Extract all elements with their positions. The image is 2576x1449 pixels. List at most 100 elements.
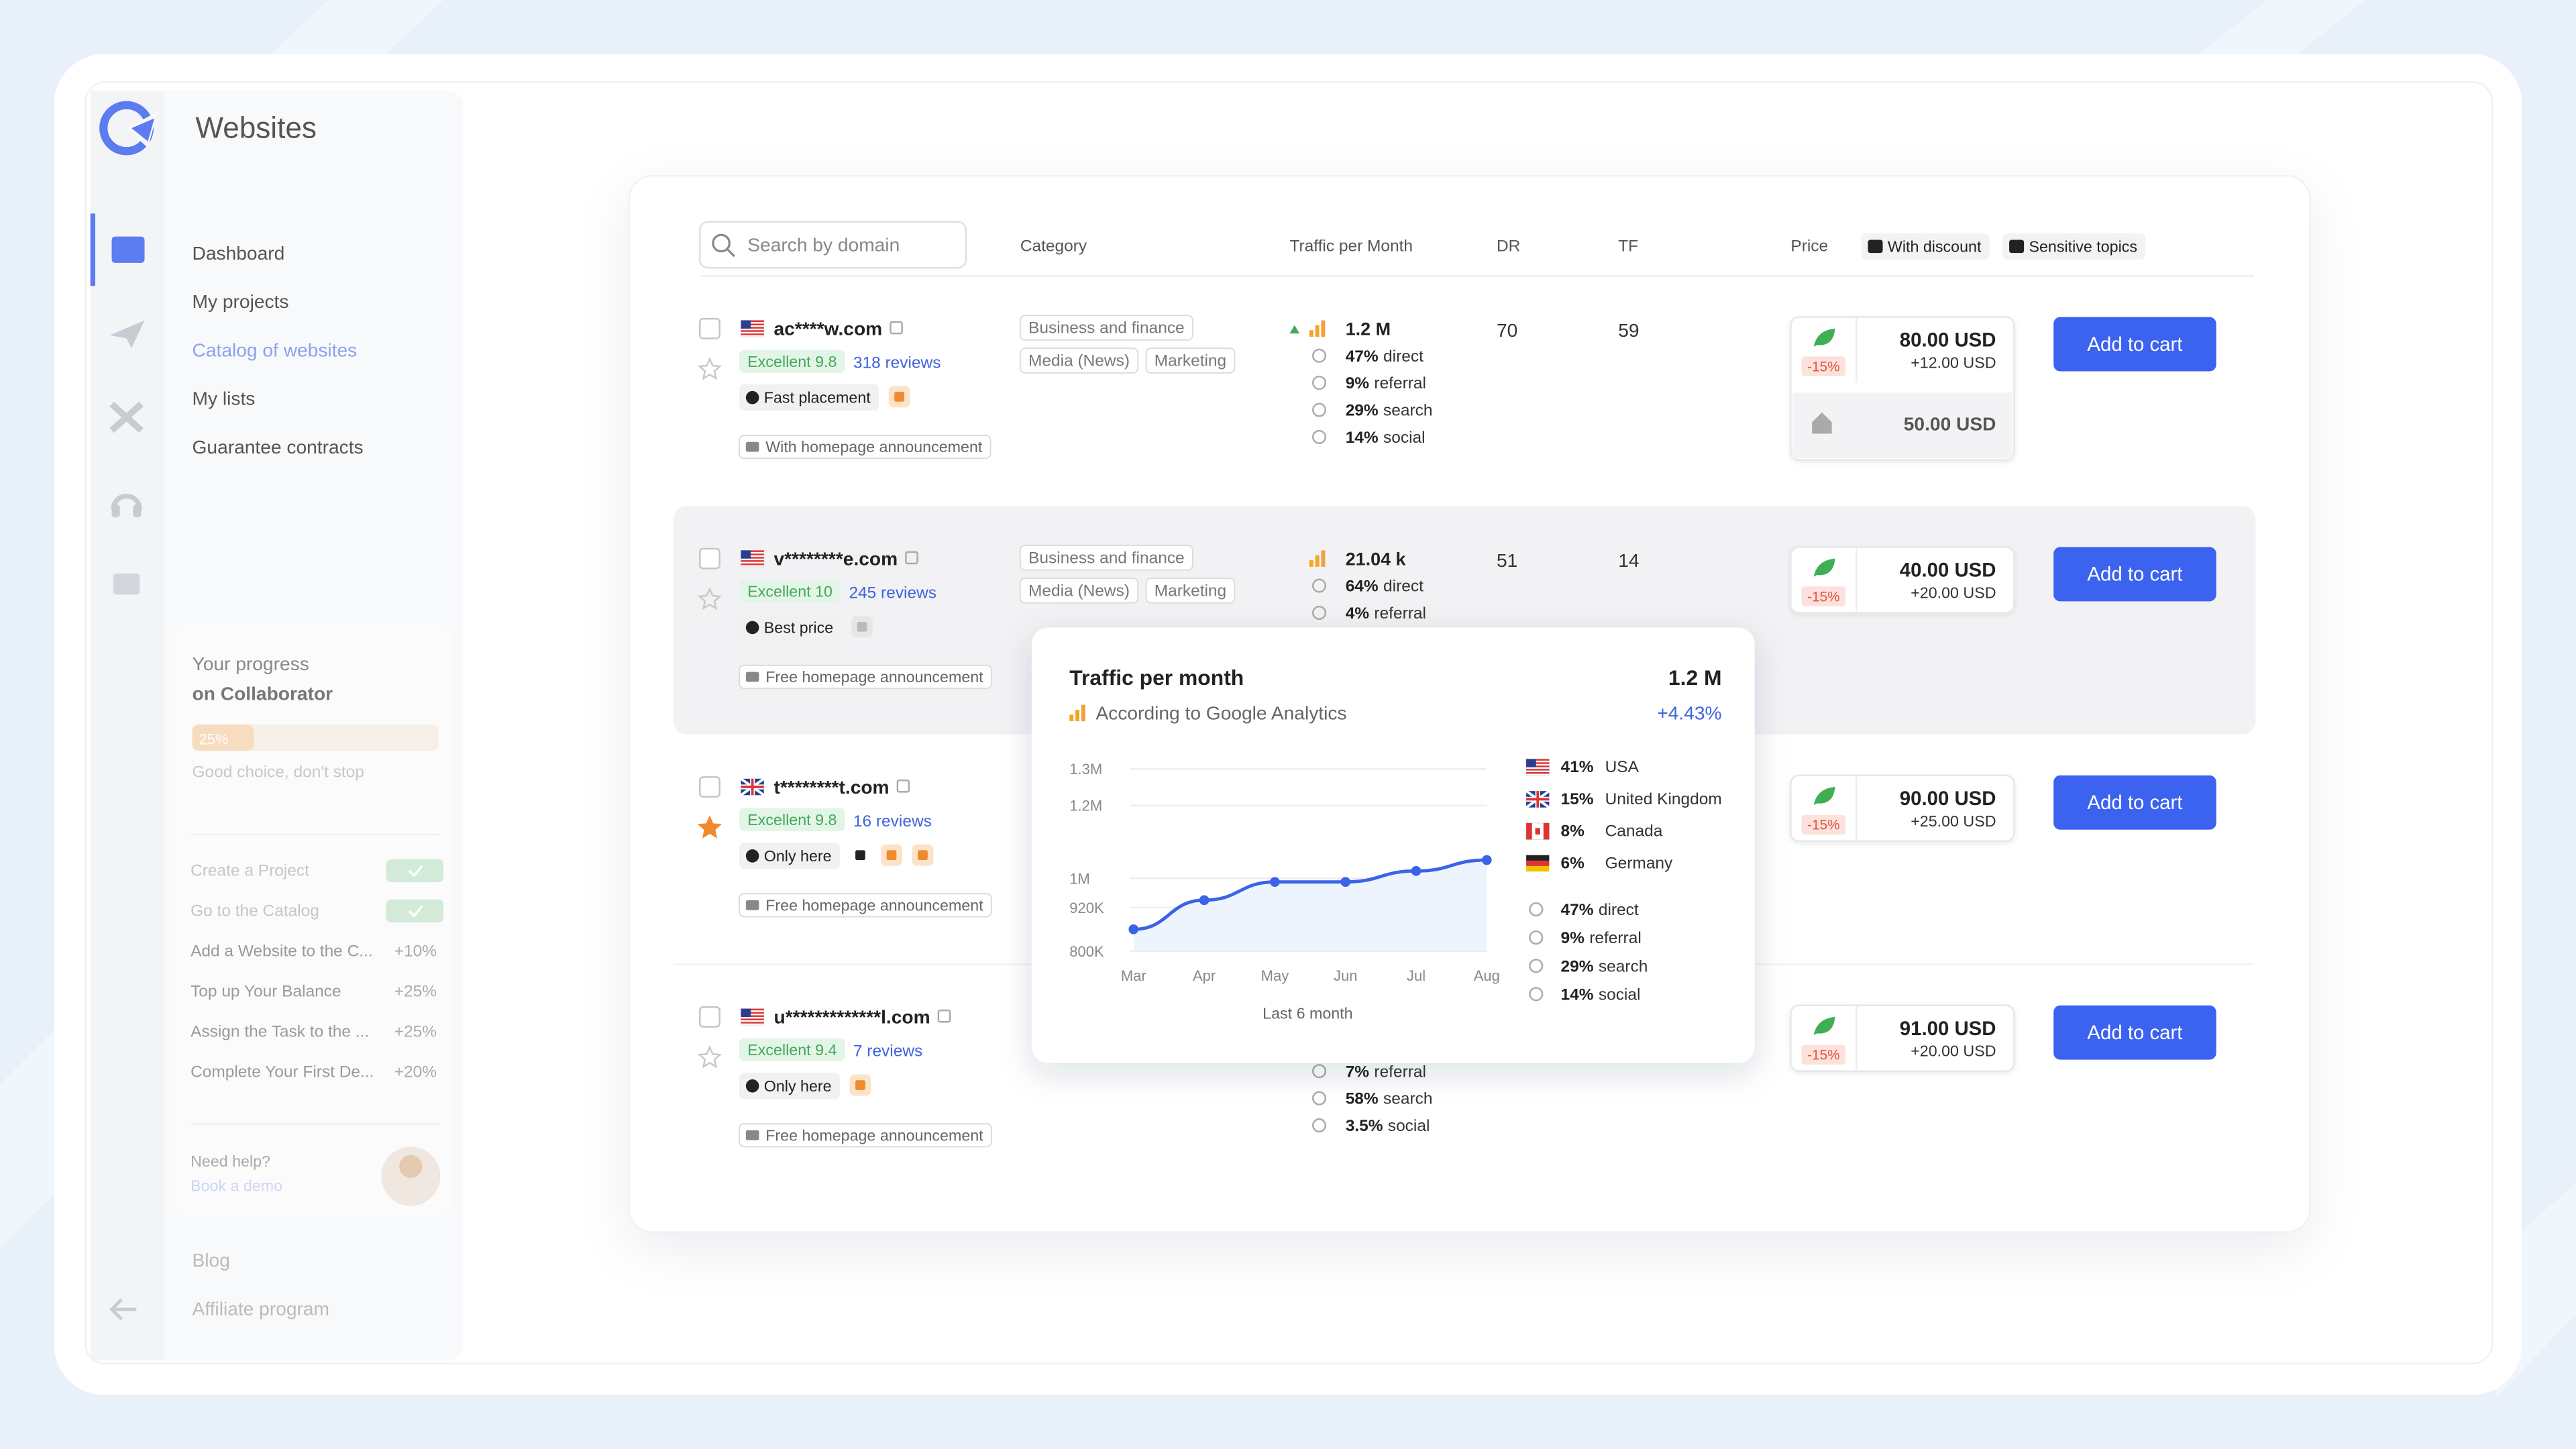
- reviews-link[interactable]: 245 reviews: [849, 584, 936, 602]
- nav-item[interactable]: Catalog of websites: [193, 339, 358, 360]
- task-done: [386, 859, 444, 883]
- add-to-cart-button[interactable]: [2053, 1005, 2216, 1060]
- external-link[interactable]: [937, 1009, 951, 1023]
- nav-item[interactable]: My projects: [193, 291, 289, 312]
- task-label[interactable]: Go to the Catalog: [191, 902, 319, 920]
- domain[interactable]: v********e.com: [773, 548, 898, 569]
- source-share: 64%: [1346, 578, 1379, 596]
- source-name: search: [1383, 402, 1432, 420]
- progress-card: [174, 624, 453, 1216]
- task-label[interactable]: Add a Website to the C...: [191, 942, 373, 960]
- icon-tools[interactable]: [109, 401, 144, 433]
- frame: [85, 81, 2493, 1364]
- favorite-star[interactable]: [697, 815, 722, 839]
- active-indicator: [90, 213, 96, 286]
- add-to-cart-button[interactable]: [2053, 547, 2216, 602]
- external-link[interactable]: [905, 551, 918, 565]
- source-name: referral: [1589, 929, 1642, 947]
- progress-note: Good choice, don't stop: [193, 763, 364, 781]
- discount-chip: [1801, 1044, 1846, 1065]
- discount-icon: [1813, 787, 1835, 805]
- x-axis-label: Last 6 month: [1263, 1004, 1352, 1022]
- tf-value: 14: [1618, 550, 1639, 571]
- traffic-point: [1128, 924, 1139, 934]
- traffic-line: [1133, 858, 1487, 931]
- source-icon: [1312, 429, 1327, 444]
- nav-item[interactable]: Dashboard: [193, 243, 285, 264]
- domain[interactable]: u*************l.com: [773, 1007, 930, 1028]
- source-share: 3.5%: [1346, 1117, 1383, 1135]
- category-tag-chip: [1145, 578, 1236, 604]
- source-name: social: [1388, 1117, 1430, 1135]
- announcement-chip: [739, 893, 992, 918]
- flag: [741, 1015, 764, 1017]
- row-checkbox[interactable]: [699, 547, 720, 570]
- task-label[interactable]: Complete Your First De...: [191, 1063, 374, 1081]
- add-to-cart-button[interactable]: [2053, 775, 2216, 830]
- discount: -15%: [1807, 589, 1840, 604]
- tooltip-title: Traffic per month: [1069, 665, 1244, 690]
- discount-icon: [1813, 328, 1835, 347]
- add-to-cart-label[interactable]: Add to cart: [2087, 564, 2182, 586]
- icon-help[interactable]: [113, 573, 140, 595]
- column-header: Price: [1790, 237, 1828, 256]
- x-tick-label: Apr: [1193, 967, 1216, 984]
- column-header: TF: [1618, 237, 1638, 256]
- external-link[interactable]: [896, 780, 910, 793]
- favorite-star[interactable]: [697, 586, 722, 610]
- search-box[interactable]: [699, 221, 967, 269]
- add-to-cart-button[interactable]: [2053, 317, 2216, 372]
- badge-icon: [918, 850, 928, 861]
- announcement: Free homepage announcement: [765, 896, 983, 914]
- filter-icon[interactable]: [2009, 239, 2025, 254]
- reviews-link[interactable]: 318 reviews: [853, 354, 941, 372]
- task-label[interactable]: Create a Project: [191, 861, 309, 879]
- search-placeholder[interactable]: Search by domain: [747, 235, 900, 256]
- traffic-point: [1411, 866, 1421, 876]
- domain[interactable]: t********t.com: [773, 777, 889, 798]
- nav-item[interactable]: My lists: [193, 388, 256, 409]
- favorite-star[interactable]: [697, 357, 722, 380]
- icon-support[interactable]: [111, 494, 142, 510]
- icon-collapse[interactable]: [109, 1298, 137, 1321]
- reviews-link[interactable]: 16 reviews: [853, 812, 932, 830]
- dr-value: 70: [1497, 320, 1517, 341]
- help-title: Need help?: [191, 1152, 270, 1170]
- add-to-cart-label[interactable]: Add to cart: [2087, 1022, 2182, 1044]
- row-checkbox[interactable]: [699, 317, 720, 339]
- announcement-chip: [739, 664, 992, 690]
- discount-chip: [1801, 356, 1846, 376]
- row-checkbox[interactable]: [699, 776, 720, 798]
- flag: [741, 557, 764, 559]
- source-share: 7%: [1346, 1063, 1370, 1081]
- add-to-cart-label[interactable]: Add to cart: [2087, 792, 2182, 814]
- domain[interactable]: ac****w.com: [773, 319, 882, 339]
- reviews-link[interactable]: 7 reviews: [853, 1042, 922, 1061]
- discount-chip: [1801, 586, 1846, 606]
- rating-chip: [739, 808, 845, 832]
- traffic-icon: [1315, 555, 1320, 567]
- task-bonus: +10%: [394, 942, 437, 960]
- footer-link[interactable]: Blog: [193, 1250, 230, 1271]
- x-tick-label: Aug: [1474, 967, 1500, 984]
- nav-item[interactable]: Guarantee contracts: [193, 437, 364, 458]
- row-checkbox[interactable]: [699, 1006, 720, 1028]
- add-to-cart-label[interactable]: Add to cart: [2087, 333, 2182, 356]
- task-bonus: +25%: [394, 1022, 437, 1040]
- icon-catalog[interactable]: [111, 236, 145, 263]
- filter-icon[interactable]: [1868, 239, 1883, 254]
- flag: [1526, 865, 1550, 872]
- icon-send[interactable]: [110, 320, 145, 349]
- traffic-icon: [1309, 560, 1313, 567]
- price: 40.00 USD: [1900, 559, 1996, 582]
- badge-icon: [745, 621, 759, 635]
- external-link[interactable]: [890, 321, 903, 335]
- favorite-star[interactable]: [697, 1045, 722, 1069]
- task-label[interactable]: Top up Your Balance: [191, 982, 341, 1000]
- task-label[interactable]: Assign the Task to the ...: [191, 1022, 369, 1040]
- traffic-icon: [1081, 704, 1085, 722]
- y-tick-label: 1M: [1069, 870, 1090, 887]
- footer-link[interactable]: Affiliate program: [193, 1298, 330, 1319]
- price-box: [1790, 1004, 2015, 1072]
- help-link[interactable]: Book a demo: [191, 1177, 282, 1195]
